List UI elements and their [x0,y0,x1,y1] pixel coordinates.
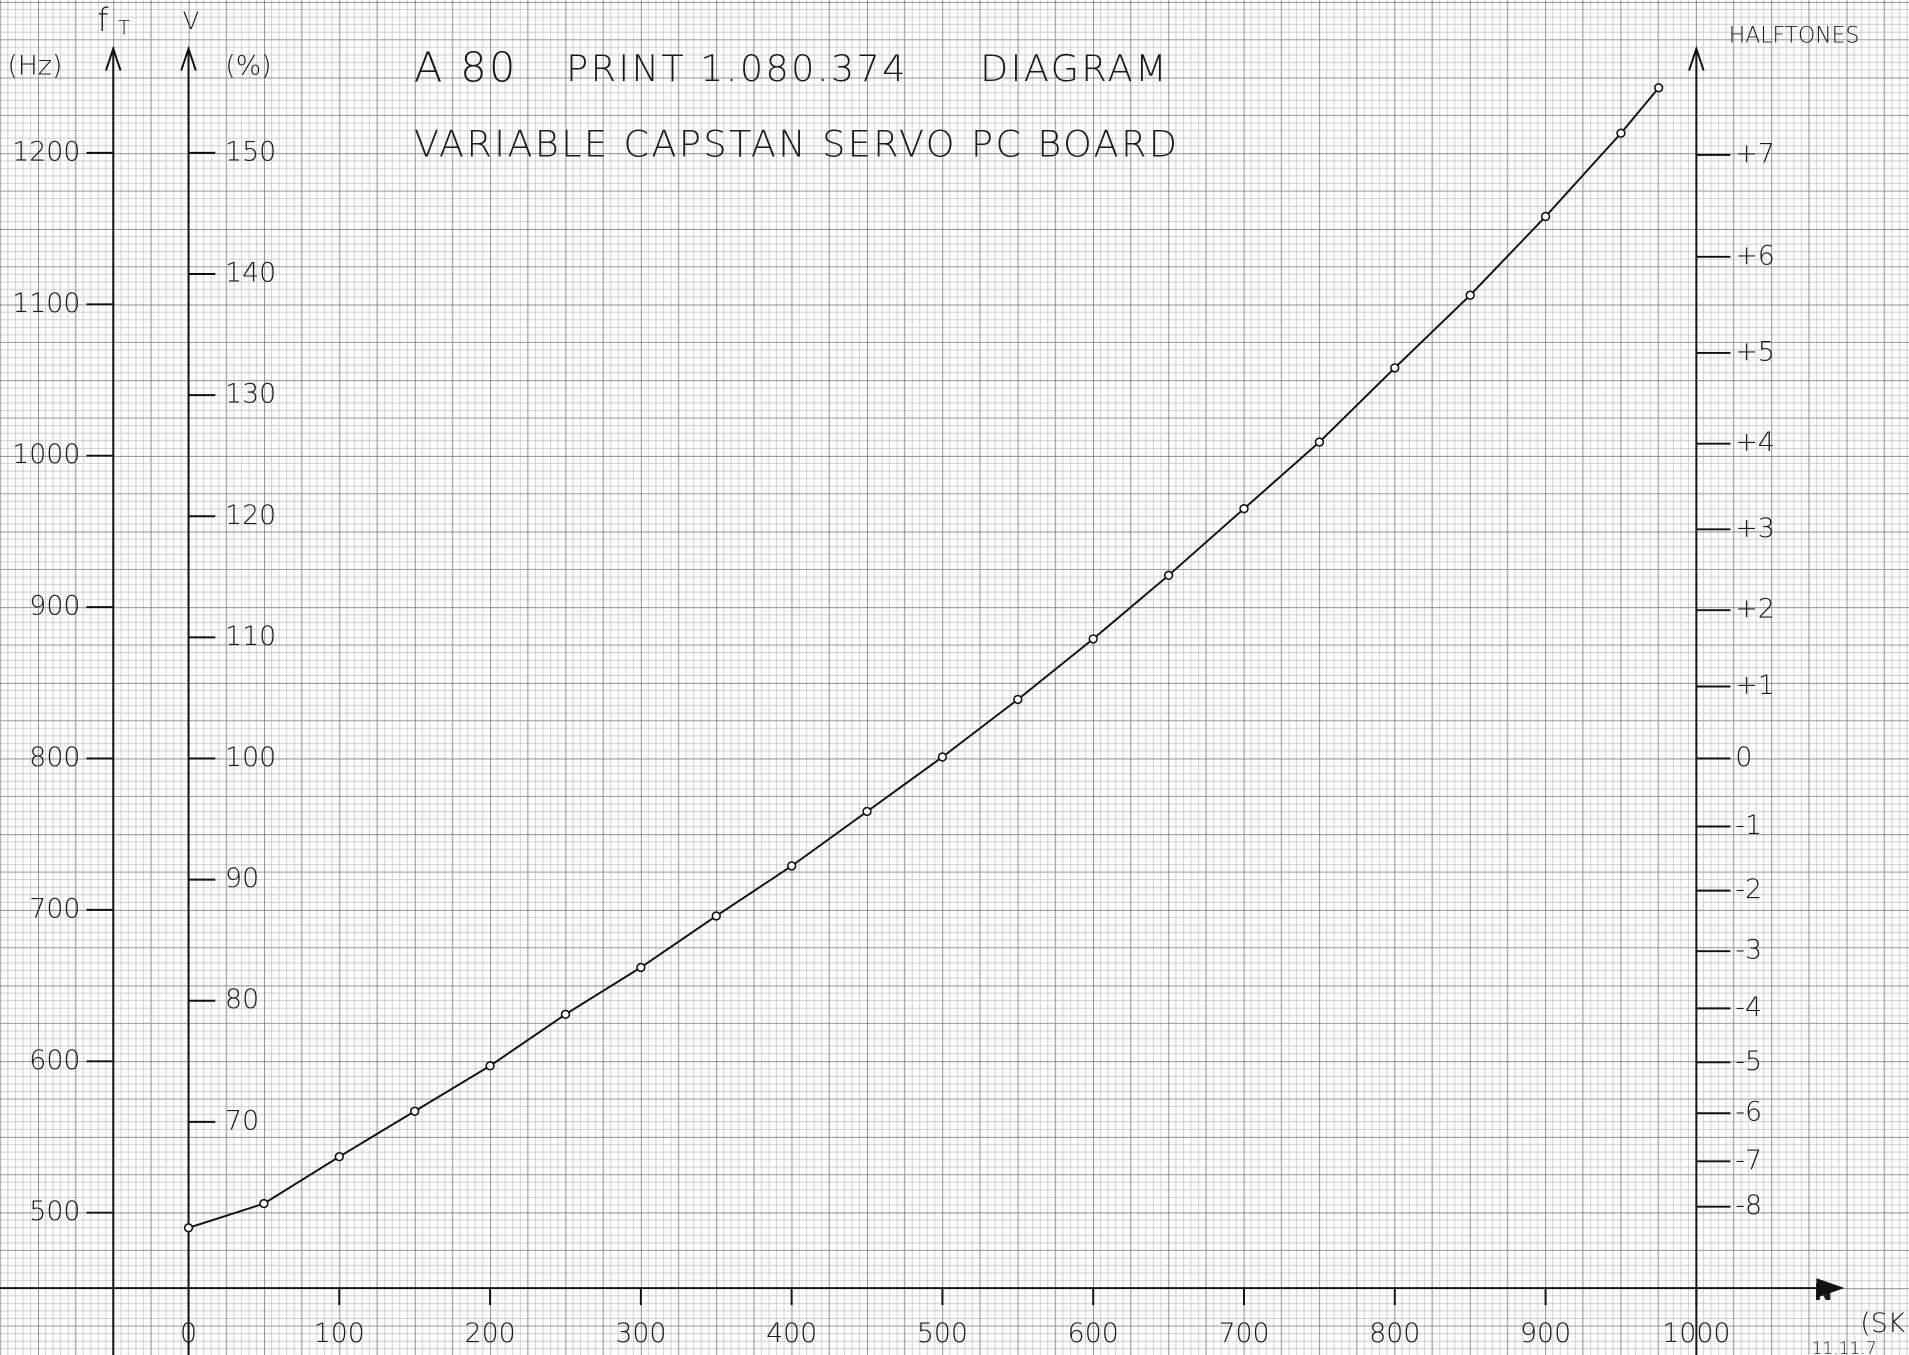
y-tick-label: 600 [29,1045,80,1076]
y3-tick-label: -1 [1735,810,1762,841]
data-point [1653,83,1664,93]
data-point [1390,363,1400,373]
data-point [1616,128,1626,138]
data-point [1088,634,1098,644]
data-point [711,911,721,921]
y2-tick-label: 130 [225,379,276,410]
x-tick-label: 100 [314,1318,365,1349]
x-tick-label: 600 [1068,1318,1119,1349]
data-point [1163,570,1174,580]
y-label-sub: T [118,17,130,40]
x-tick-label: 800 [1369,1318,1420,1349]
data-point [1013,694,1023,705]
data-point [1314,437,1325,447]
x-axis-arrow [1816,1278,1845,1298]
y2-tick-label: 140 [225,258,276,289]
data-point [786,861,797,871]
x-tick-label: 400 [766,1318,817,1349]
y-tick-label: 700 [29,893,80,924]
data-point [183,1223,194,1233]
y3-tick-label: 0 [1735,742,1752,773]
y3-tick-label: +3 [1735,513,1774,544]
y3-axis-arrow [1688,45,1705,71]
title-diagram: DIAGRAM [980,47,1169,90]
data-point [410,1106,420,1116]
title-model: A 80 [414,44,518,92]
y3-tick-label: +6 [1735,240,1774,271]
data-point [937,752,948,762]
y3-tick-label: -2 [1735,874,1762,905]
y2-tick-label: 70 [225,1105,259,1136]
data-point [485,1061,495,1071]
y3-tick-label: +5 [1735,336,1774,367]
y2-tick-label: 110 [225,621,276,652]
x-tick-label: 900 [1520,1318,1571,1349]
data-point [259,1198,269,1209]
data-point [334,1151,344,1162]
y2-tick-label: 120 [225,500,276,531]
subtitle: VARIABLE CAPSTAN SERVO PC BOARD [414,123,1179,166]
data-point [636,962,646,973]
y3-tick-label: +7 [1735,138,1774,169]
y-tick-label: 1000 [12,439,80,470]
y3-tick-label: +1 [1735,670,1774,701]
x-tick-label: 500 [917,1318,968,1349]
y2-label: V [183,6,200,35]
y3-tick-label: -7 [1735,1145,1762,1176]
y3-tick-label: -3 [1735,935,1762,966]
date: 11.11.7 [1812,1339,1877,1355]
x-tick-label: 300 [615,1318,666,1349]
y-axis-arrow [105,45,122,71]
data-point [862,806,872,817]
title-print: PRINT 1.080.374 [566,47,908,90]
y2-tick-label: 150 [225,136,276,167]
y3-tick-label: -4 [1735,992,1762,1023]
y2-axis-arrow [180,45,197,71]
y2-unit: (%) [225,50,271,81]
data-point [1465,290,1475,300]
x-tick-label: 1000 [1662,1318,1730,1349]
y-tick-label: 1100 [12,288,80,319]
data-point [1540,211,1551,222]
y3-tick-label: -6 [1735,1097,1762,1128]
y2-tick-label: 90 [225,863,259,894]
y-tick-label: 900 [29,591,80,622]
y2-tick-label: 80 [225,984,259,1015]
y2-tick-label: 100 [225,742,276,773]
x-tick-label: 700 [1218,1318,1269,1349]
x-tick-label: 0 [180,1318,197,1349]
y3-tick-label: +2 [1735,594,1774,625]
y-tick-label: 500 [29,1196,80,1227]
y3-tick-label: -8 [1735,1190,1762,1221]
y-label: f [97,3,109,39]
data-point [560,1009,571,1020]
y-tick-label: 1200 [12,136,80,167]
y3-label: HALFTONES [1729,24,1860,49]
y-tick-label: 800 [29,742,80,773]
y-unit: (Hz) [7,50,62,81]
y3-tick-label: +4 [1735,427,1774,458]
x-tick-label: 200 [465,1318,516,1349]
y3-tick-label: -5 [1735,1046,1762,1077]
data-point [1239,504,1249,514]
x-unit: (SK [1860,1308,1905,1339]
